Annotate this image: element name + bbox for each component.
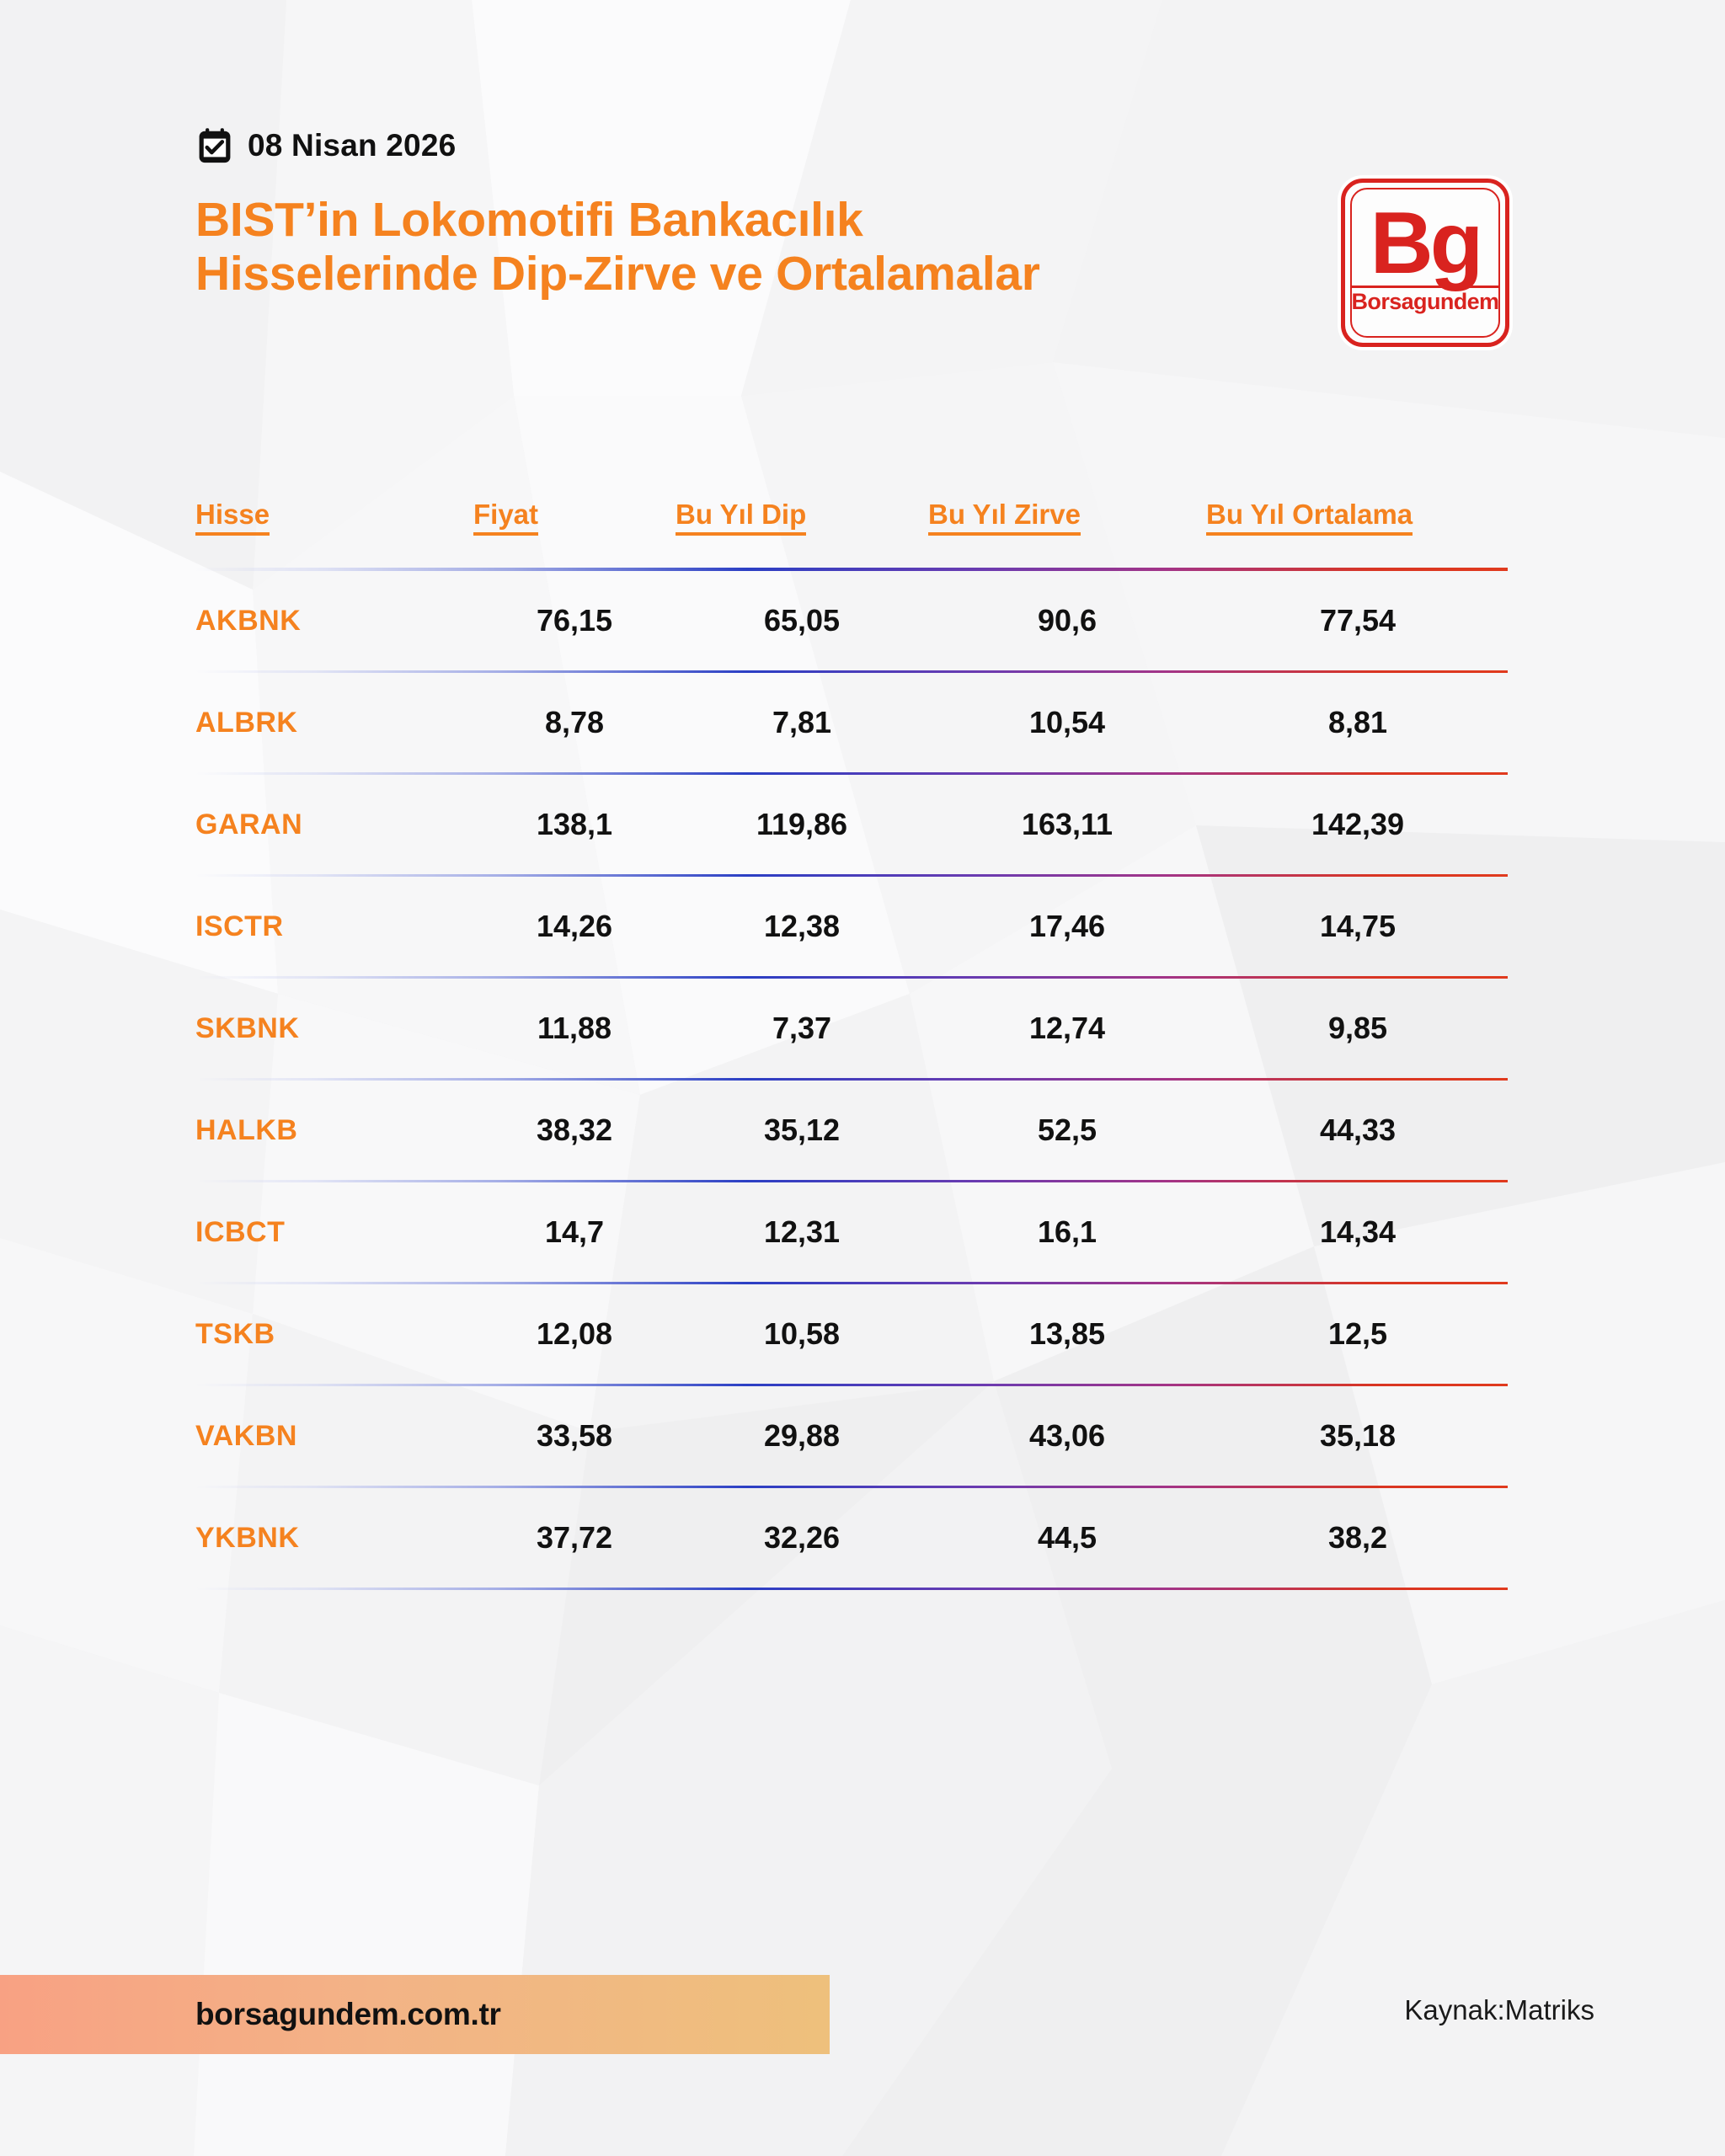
calendar-check-icon: [199, 128, 231, 163]
table-row: HALKB 38,32 35,12 52,5 44,33: [195, 1081, 1509, 1180]
cell-zirve: 10,54: [1028, 705, 1106, 739]
row-separator: [195, 1078, 1508, 1081]
cell-dip: 119,86: [756, 807, 848, 841]
cell-zirve: 16,1: [1037, 1214, 1097, 1249]
cell-fiyat: 12,08: [536, 1316, 613, 1351]
row-separator: [195, 874, 1508, 877]
cell-ortalama: 14,75: [1319, 909, 1397, 943]
table-row: TSKB 12,08 10,58 13,85 12,5: [195, 1284, 1509, 1384]
logo-mark: Bg: [1370, 194, 1484, 292]
cell-dip: 65,05: [763, 603, 841, 638]
table-header-row: Hisse Fiyat Bu Yıl Dip Bu Yıl Zirve Bu Y…: [195, 485, 1509, 531]
ticker-symbol: SKBNK: [195, 1011, 300, 1044]
column-header-zirve: Bu Yıl Zirve: [928, 499, 1081, 536]
cell-dip: 35,12: [763, 1113, 841, 1147]
ticker-symbol: YKBNK: [195, 1521, 300, 1554]
cell-fiyat: 76,15: [536, 603, 613, 638]
table-row: SKBNK 11,88 7,37 12,74 9,85: [195, 979, 1509, 1078]
website-url[interactable]: borsagundem.com.tr: [195, 1997, 501, 2031]
row-separator: [195, 1588, 1508, 1590]
logo-wordmark: Borsagundem: [1351, 286, 1499, 315]
ticker-symbol: ISCTR: [195, 910, 284, 942]
cell-fiyat: 33,58: [536, 1418, 613, 1453]
column-header-fiyat: Fiyat: [473, 499, 538, 536]
row-separator: [195, 1180, 1508, 1182]
cell-zirve: 90,6: [1037, 603, 1097, 638]
cell-ortalama: 142,39: [1311, 807, 1405, 841]
footer-banner: borsagundem.com.tr: [0, 1975, 830, 2054]
date-row: 08 Nisan 2026: [195, 126, 1139, 165]
cell-ortalama: 77,54: [1319, 603, 1397, 638]
row-separator: [195, 670, 1508, 673]
borsagundem-logo: Bg Borsagundem: [1341, 179, 1509, 347]
table-row: GARAN 138,1 119,86 163,11 142,39: [195, 775, 1509, 874]
column-header-ortalama: Bu Yıl Ortalama: [1206, 499, 1413, 536]
cell-fiyat: 138,1: [536, 807, 613, 841]
row-separator: [195, 1282, 1508, 1284]
date-label: 08 Nisan 2026: [248, 128, 457, 163]
cell-dip: 32,26: [763, 1520, 841, 1555]
row-separator: [195, 1384, 1508, 1386]
table-row: YKBNK 37,72 32,26 44,5 38,2: [195, 1488, 1509, 1588]
ticker-symbol: HALKB: [195, 1113, 298, 1146]
cell-ortalama: 44,33: [1319, 1113, 1397, 1147]
cell-dip: 10,58: [763, 1316, 841, 1351]
cell-fiyat: 14,26: [536, 909, 613, 943]
cell-zirve: 13,85: [1028, 1316, 1106, 1351]
cell-ortalama: 14,34: [1319, 1214, 1397, 1249]
ticker-symbol: ICBCT: [195, 1215, 286, 1248]
cell-ortalama: 38,2: [1327, 1520, 1388, 1555]
cell-zirve: 44,5: [1037, 1520, 1097, 1555]
cell-dip: 7,37: [772, 1011, 832, 1045]
cell-zirve: 163,11: [1021, 807, 1114, 841]
page-title: BIST’in Lokomotifi Bankacılık Hisselerin…: [195, 193, 1040, 301]
ticker-symbol: AKBNK: [195, 604, 302, 637]
cell-fiyat: 37,72: [536, 1520, 613, 1555]
cell-dip: 29,88: [763, 1418, 841, 1453]
cell-zirve: 17,46: [1028, 909, 1106, 943]
header-separator: [195, 568, 1508, 571]
ticker-symbol: TSKB: [195, 1317, 275, 1350]
column-header-hisse: Hisse: [195, 499, 270, 536]
ticker-symbol: VAKBN: [195, 1419, 297, 1452]
cell-zirve: 12,74: [1028, 1011, 1106, 1045]
table-row: ISCTR 14,26 12,38 17,46 14,75: [195, 877, 1509, 976]
table-row: VAKBN 33,58 29,88 43,06 35,18: [195, 1386, 1509, 1486]
table-row: ALBRK 8,78 7,81 10,54 8,81: [195, 673, 1509, 772]
row-separator: [195, 772, 1508, 775]
cell-dip: 12,38: [763, 909, 841, 943]
cell-dip: 12,31: [763, 1214, 841, 1249]
table-row: ICBCT 14,7 12,31 16,1 14,34: [195, 1182, 1509, 1282]
cell-fiyat: 38,32: [536, 1113, 613, 1147]
column-header-dip: Bu Yıl Dip: [676, 499, 806, 536]
cell-fiyat: 11,88: [537, 1011, 612, 1045]
cell-fiyat: 8,78: [544, 705, 605, 739]
source-label: Kaynak:Matriks: [1404, 1994, 1594, 2025]
header-block: 08 Nisan 2026 BIST’in Lokomotifi Bankacı…: [195, 126, 1139, 302]
cell-ortalama: 12,5: [1327, 1316, 1388, 1351]
cell-zirve: 43,06: [1028, 1418, 1106, 1453]
ticker-symbol: GARAN: [195, 808, 303, 841]
row-separator: [195, 976, 1508, 979]
cell-ortalama: 9,85: [1327, 1011, 1388, 1045]
table-row: AKBNK 76,15 65,05 90,6 77,54: [195, 571, 1509, 670]
cell-ortalama: 8,81: [1327, 705, 1388, 739]
table-body: AKBNK 76,15 65,05 90,6 77,54 ALBRK 8,78 7,81 10,…: [195, 571, 1509, 1590]
ticker-symbol: ALBRK: [195, 706, 298, 739]
cell-fiyat: 14,7: [544, 1214, 605, 1249]
stock-table: Hisse Fiyat Bu Yıl Dip Bu Yıl Zirve Bu Y…: [195, 485, 1509, 1590]
row-separator: [195, 1486, 1508, 1488]
cell-dip: 7,81: [772, 705, 832, 739]
cell-ortalama: 35,18: [1319, 1418, 1397, 1453]
cell-zirve: 52,5: [1037, 1113, 1097, 1147]
